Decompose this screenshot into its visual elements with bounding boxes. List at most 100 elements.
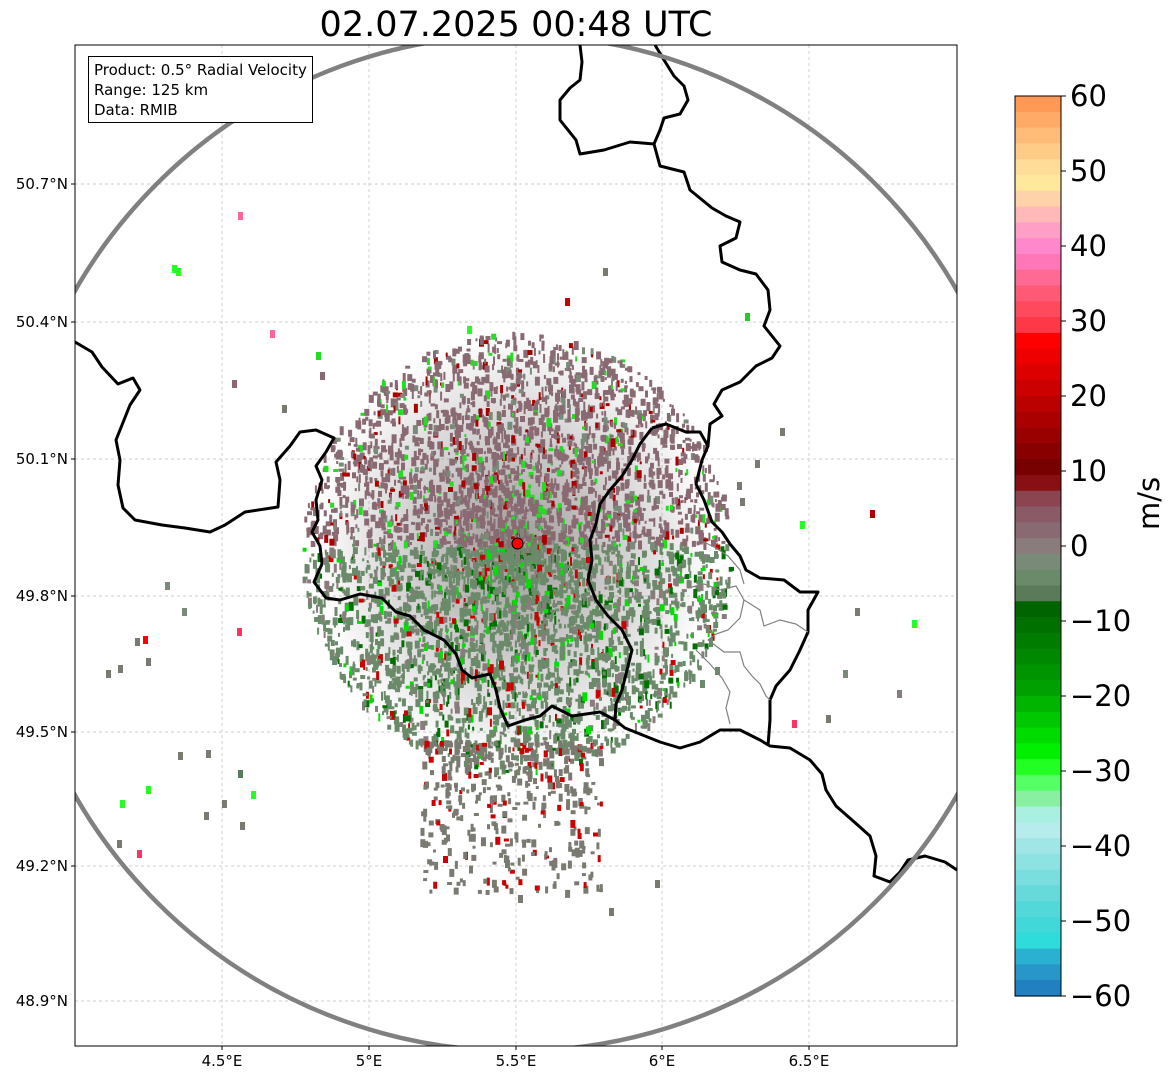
echo-gate (535, 726, 539, 731)
echo-gate (601, 411, 604, 416)
echo-gate (455, 576, 460, 586)
echo-gate (725, 515, 730, 520)
echo-gate (639, 640, 644, 650)
echo-gate (402, 480, 407, 489)
echo-gate (459, 635, 464, 640)
echo-gate (484, 578, 488, 585)
echo-gate (402, 476, 407, 480)
echo-gate (381, 477, 386, 483)
echo-gate (516, 408, 519, 413)
echo-gate (702, 556, 705, 564)
echo-gate (597, 734, 600, 739)
echo-gate (443, 528, 449, 531)
echo-gate (583, 536, 586, 542)
echo-gate (715, 587, 719, 596)
echo-gate (454, 687, 458, 696)
echo-gate (620, 378, 624, 383)
echo-gate (377, 394, 380, 403)
echo-gate (629, 560, 635, 566)
echo-gate (516, 527, 519, 531)
echo-gate (463, 649, 468, 653)
echo-gate (455, 627, 460, 633)
echo-gate (529, 714, 535, 719)
echo-gate (445, 634, 449, 639)
echo-gate (480, 652, 484, 661)
echo-gate (510, 505, 513, 512)
echo-gate (477, 538, 483, 547)
echo-gate (669, 669, 674, 676)
echo-gate (608, 637, 613, 642)
echo-gate (552, 589, 556, 592)
echo-gate (467, 405, 470, 412)
echo-gate (478, 448, 483, 453)
echo-gate (568, 444, 571, 450)
echo-gate (443, 643, 447, 648)
echo-gate (451, 358, 456, 366)
echo-gate (453, 413, 457, 421)
echo-gate (501, 621, 504, 631)
echo-gate (459, 449, 463, 454)
echo-gate (446, 541, 451, 544)
echo-gate (465, 522, 470, 532)
echo-gate (478, 546, 484, 551)
echo-gate (523, 586, 525, 591)
echo-gate (386, 704, 390, 708)
echo-gate (327, 628, 333, 635)
echo-gate (363, 699, 367, 707)
echo-gate (573, 593, 576, 602)
echo-gate (435, 617, 440, 627)
echo-gate (438, 372, 441, 377)
echo-gate (595, 422, 599, 428)
echo-gate (678, 641, 684, 645)
echo-gate (329, 538, 335, 546)
echo-gate (579, 657, 583, 666)
echo-gate (458, 547, 462, 556)
echo-gate (517, 472, 521, 476)
echo-gate (536, 399, 540, 405)
echo-gate (387, 529, 392, 535)
echo-gate (370, 530, 373, 534)
echo-gate (548, 510, 552, 514)
echo-gate (319, 605, 323, 615)
echo-gate (394, 566, 397, 575)
echo-gate (506, 371, 511, 379)
echo-gate (413, 477, 417, 483)
echo-gate (704, 643, 709, 650)
echo-gate (488, 412, 493, 420)
echo-gate (443, 616, 448, 623)
echo-gate (554, 615, 557, 625)
echo-gate (338, 587, 343, 591)
echo-gate (638, 673, 644, 680)
echo-gate (447, 695, 450, 705)
echo-gate (393, 618, 399, 624)
echo-gate (413, 484, 418, 494)
echo-gate (364, 482, 367, 487)
echo-gate (524, 633, 527, 639)
echo-gate (668, 573, 672, 582)
echo-gate (673, 592, 678, 598)
echo-gate (566, 455, 570, 459)
echo-gate (460, 607, 464, 617)
echo-gate (334, 453, 338, 458)
echo-gate (484, 482, 489, 488)
echo-gate (511, 435, 516, 444)
echo-gate (635, 663, 641, 673)
echo-gate (607, 596, 613, 601)
echo-gate (502, 428, 505, 431)
echo-gate (442, 469, 445, 475)
echo-gate (487, 343, 490, 353)
echo-gate (591, 460, 595, 464)
echo-gate (711, 539, 716, 547)
echo-gate (698, 530, 704, 539)
echo-gate (427, 671, 430, 676)
echo-gate (476, 671, 480, 676)
echo-gate (517, 519, 523, 524)
echo-gate (487, 593, 492, 598)
echo-gate (364, 518, 370, 526)
echo-gate (333, 534, 339, 542)
echo-gate (523, 401, 529, 407)
echo-gate (699, 599, 705, 606)
echo-gate (513, 477, 519, 481)
echo-gate (470, 550, 476, 557)
echo-gate (416, 563, 422, 567)
